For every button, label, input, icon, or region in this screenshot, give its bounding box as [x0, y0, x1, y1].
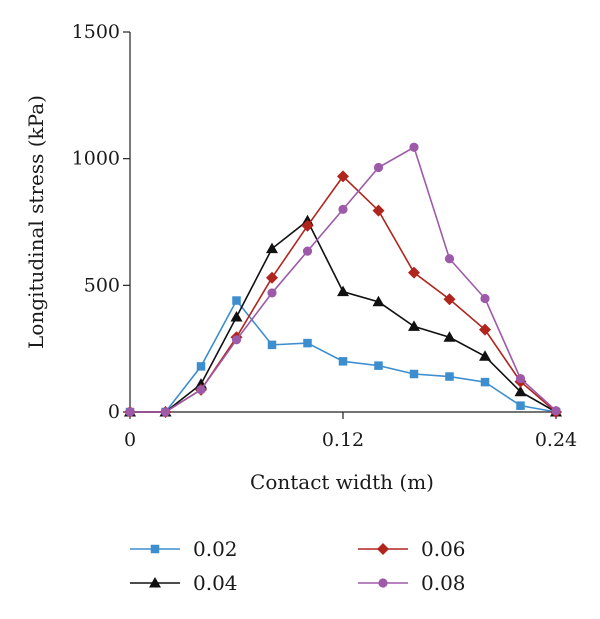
- data-point: [338, 204, 348, 214]
- data-point: [267, 340, 277, 350]
- legend-label: 0.06: [421, 537, 466, 561]
- y-tick-label: 1000: [72, 148, 120, 170]
- data-point: [445, 372, 454, 381]
- legend: 0.02 0.04 0.06 0.08: [130, 537, 466, 595]
- legend-item-0.06: 0.06: [358, 537, 466, 561]
- series-line-0.08: [130, 146, 557, 413]
- legend-label: 0.04: [193, 571, 238, 595]
- y-tick-label: 1500: [72, 21, 120, 43]
- legend-item-0.02: 0.02: [130, 537, 238, 561]
- data-point: [337, 170, 349, 183]
- data-point: [266, 242, 278, 254]
- data-point: [231, 335, 242, 345]
- data-point: [160, 407, 171, 417]
- y-tick-label: 0: [108, 401, 120, 423]
- data-point: [196, 385, 206, 395]
- data-point: [374, 361, 383, 370]
- data-point: [443, 293, 456, 306]
- data-point: [372, 204, 385, 217]
- data-point: [514, 385, 527, 397]
- data-point: [267, 288, 277, 298]
- y-axis-title: Longitudinal stress (kPa): [24, 95, 48, 349]
- y-tick-label: 500: [84, 274, 120, 296]
- data-point: [232, 296, 241, 305]
- data-point: [337, 285, 349, 297]
- series-0.04: [124, 214, 562, 417]
- x-axis-title: Contact width (m): [250, 470, 434, 494]
- data-point: [444, 254, 455, 264]
- data-point: [408, 266, 420, 279]
- data-point: [515, 373, 526, 384]
- axes: 0 500 1000 1500 0 0.12 0.24: [72, 21, 578, 451]
- data-point: [551, 406, 561, 416]
- data-point: [302, 246, 313, 256]
- data-point: [373, 162, 384, 173]
- data-point: [372, 295, 385, 307]
- data-point: [479, 350, 491, 361]
- legend-marker: [378, 578, 388, 588]
- legend-marker: [149, 577, 161, 588]
- series-0.02: [125, 296, 561, 417]
- data-point: [409, 142, 419, 152]
- data-point: [516, 401, 525, 410]
- x-tick-label: 0: [124, 429, 136, 451]
- data-point: [266, 271, 278, 284]
- data-point: [408, 320, 420, 331]
- series-line-0.02: [130, 299, 557, 413]
- legend-label: 0.08: [421, 571, 466, 595]
- legend-marker: [150, 544, 160, 554]
- data-point: [230, 311, 243, 322]
- data-point: [301, 219, 314, 232]
- data-point: [125, 407, 135, 417]
- legend-item-0.04: 0.04: [130, 571, 238, 595]
- data-point: [479, 323, 491, 336]
- x-tick-label: 0.12: [322, 429, 364, 451]
- data-point: [443, 331, 456, 342]
- x-tick-label: 0.24: [535, 429, 577, 451]
- data-point: [409, 369, 419, 379]
- legend-item-0.08: 0.08: [358, 571, 466, 595]
- series-0.08: [125, 142, 561, 417]
- data-point: [196, 362, 206, 371]
- data-point: [338, 357, 348, 366]
- legend-label: 0.02: [193, 537, 238, 561]
- data-point: [480, 293, 490, 304]
- data-point: [480, 377, 490, 387]
- data-point: [303, 338, 312, 348]
- series-layer: [124, 142, 562, 418]
- legend-marker: [377, 543, 389, 555]
